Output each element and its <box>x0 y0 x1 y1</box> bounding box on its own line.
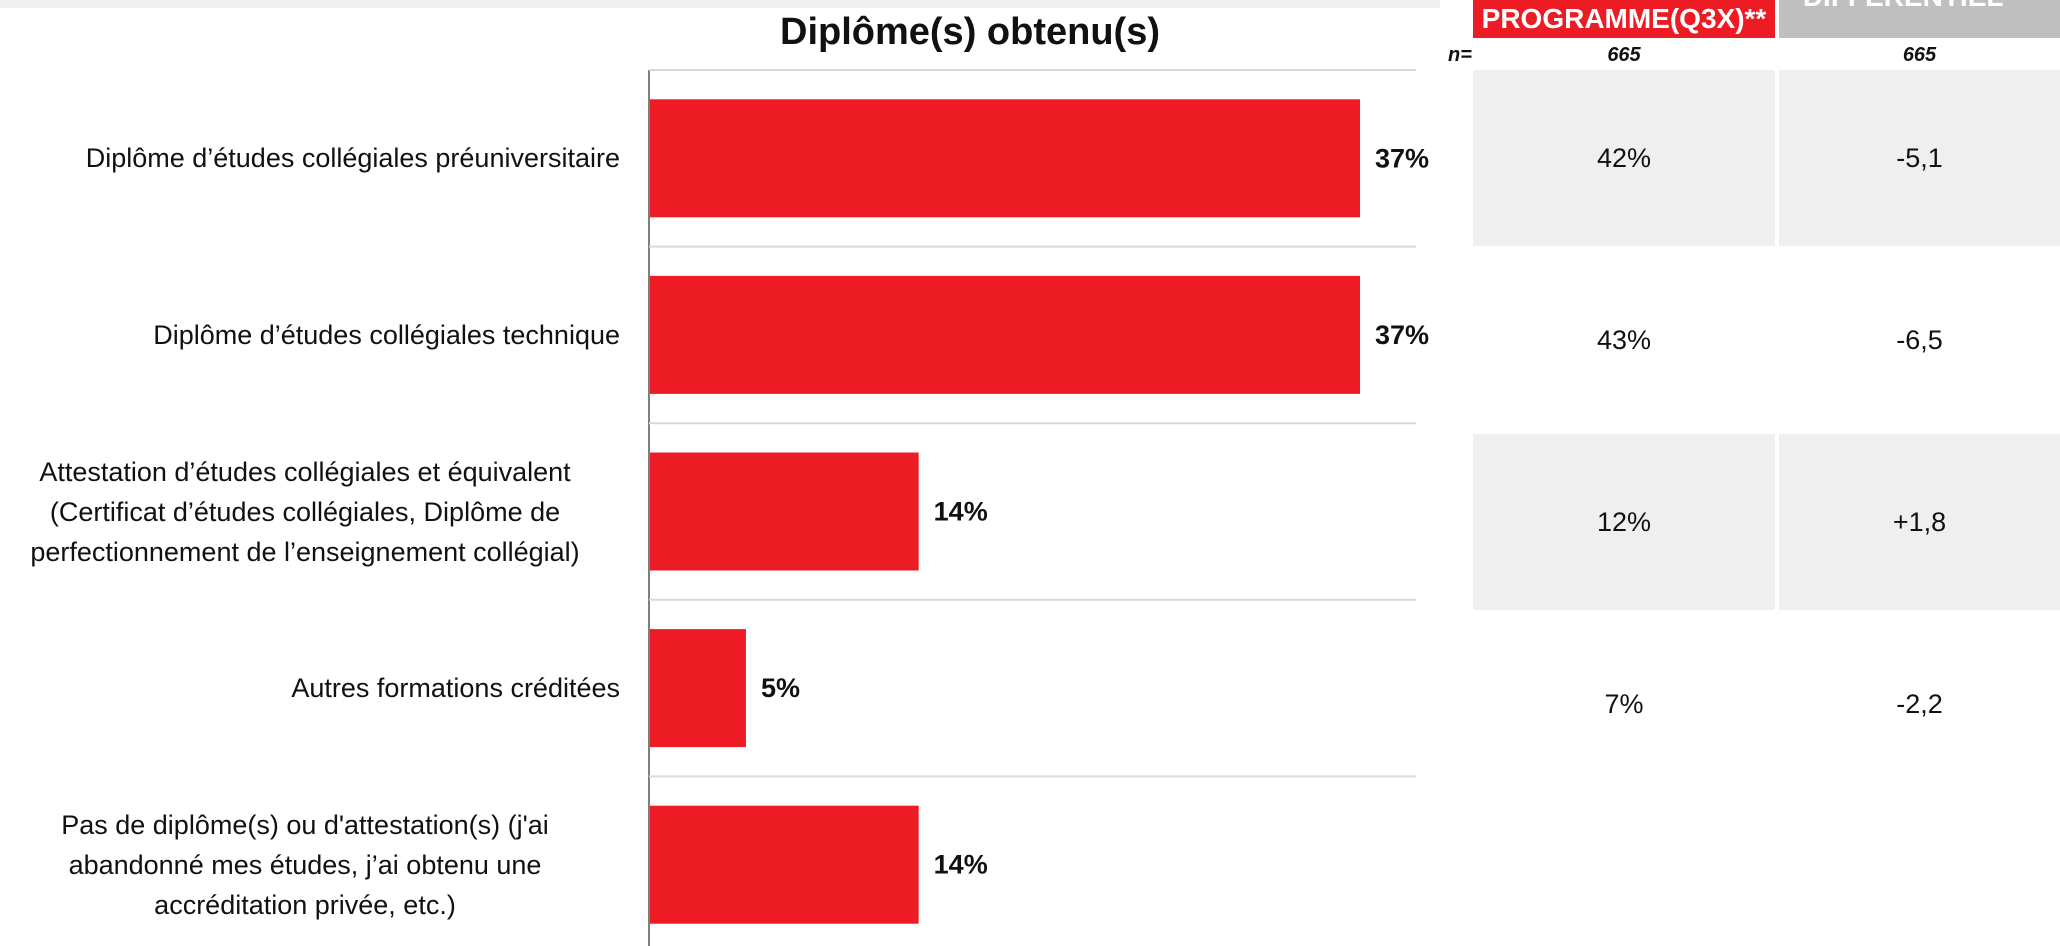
differentiel-column-header: DIFFÉRENTIEL*** <box>1779 0 2060 38</box>
category-label: Autres formations créditées <box>291 673 620 704</box>
bar <box>650 99 1361 218</box>
differentiel-cell: +1,8 <box>1779 434 2060 610</box>
bar-value-label: 5% <box>761 673 800 703</box>
category-label: Pas de diplôme(s) ou d'attestation(s) (j… <box>61 809 549 920</box>
category-label: Diplôme d’études collégiales technique <box>153 319 620 350</box>
differentiel-cell: -5,1 <box>1779 70 2060 246</box>
differentiel-n-value: 665 <box>1902 44 1937 66</box>
bar <box>650 452 919 571</box>
differentiel-cell: -6,5 <box>1896 324 1943 355</box>
programme-column-header: PROGRAMME(Q3X)** <box>1473 0 1775 38</box>
top-strip <box>0 0 1440 8</box>
differentiel-cell: -2,2 <box>1896 688 1943 719</box>
bar-value-label: 14% <box>934 497 988 527</box>
bar <box>650 275 1361 394</box>
bar <box>650 805 919 924</box>
bar-value-label: 37% <box>1375 320 1429 350</box>
bar <box>650 629 746 748</box>
bar-chart: 37% 37% 14% 5% 14% <box>648 69 1429 946</box>
programme-cell: 12% <box>1473 434 1775 610</box>
n-label: n= <box>1448 44 1472 66</box>
bar-value-label: 14% <box>934 850 988 880</box>
chart-title: Diplôme(s) obtenu(s) <box>780 11 1160 53</box>
category-label: Diplôme d’études collégiales préuniversi… <box>85 143 620 174</box>
category-label: Attestation d’études collégiales et équi… <box>30 456 580 567</box>
programme-n-value: 665 <box>1607 44 1641 66</box>
bar-value-label: 37% <box>1375 143 1429 173</box>
programme-cell: 7% <box>1604 688 1644 719</box>
programme-cell: 43% <box>1596 324 1652 355</box>
programme-cell: 42% <box>1473 70 1775 246</box>
